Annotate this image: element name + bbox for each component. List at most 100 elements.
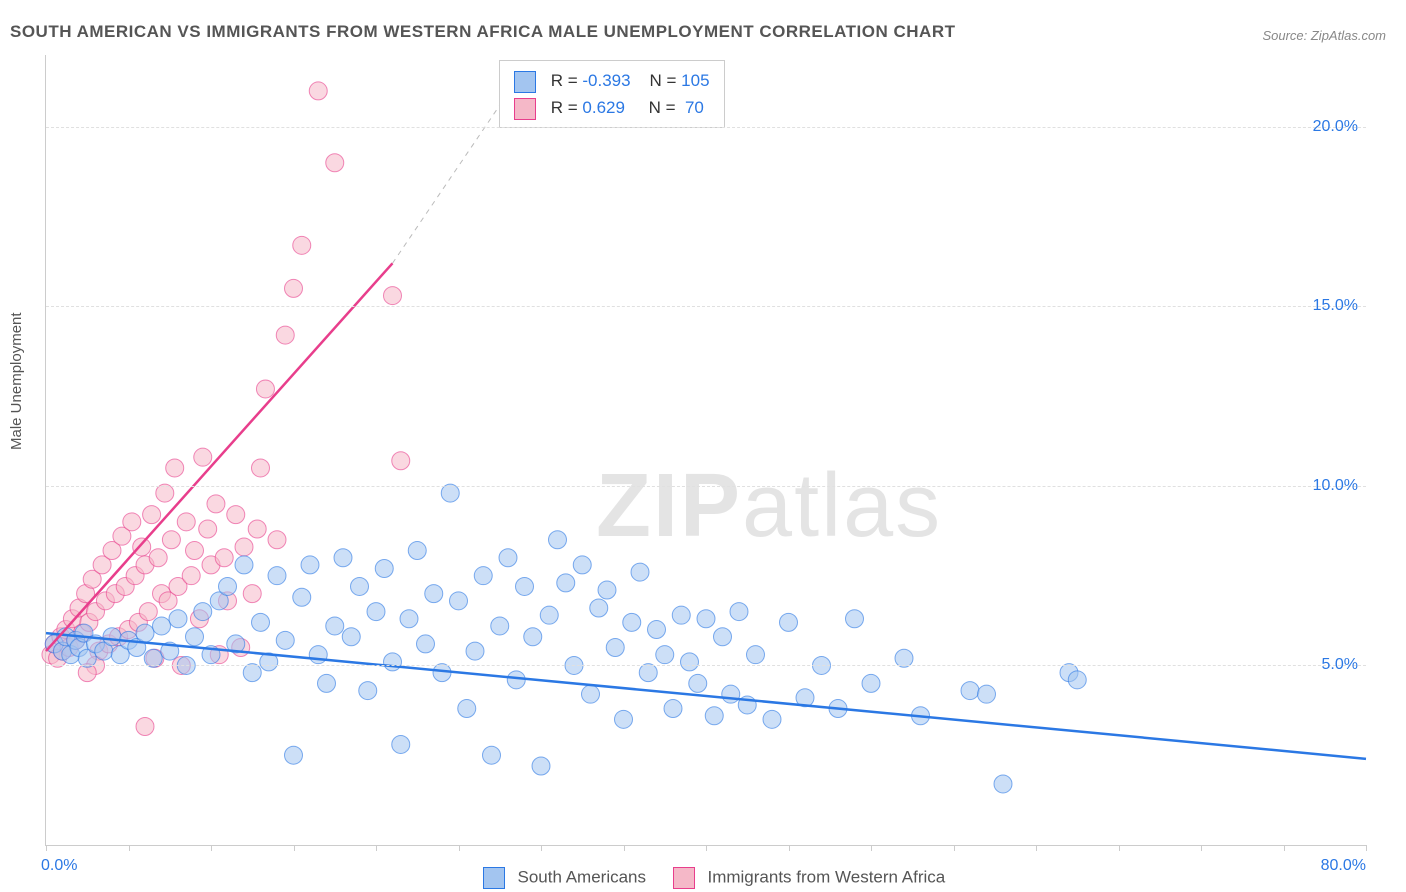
point-series-a: [103, 628, 121, 646]
point-series-b: [136, 718, 154, 736]
point-series-a: [219, 577, 237, 595]
x-tick: [129, 845, 130, 851]
point-series-a: [342, 628, 360, 646]
point-series-a: [961, 682, 979, 700]
point-series-b: [215, 549, 233, 567]
point-series-a: [862, 674, 880, 692]
point-series-a: [326, 617, 344, 635]
point-series-a: [846, 610, 864, 628]
point-series-b: [326, 154, 344, 172]
point-series-b: [139, 603, 157, 621]
trendline-a: [46, 633, 1366, 759]
point-series-b: [384, 287, 402, 305]
point-series-a: [285, 746, 303, 764]
point-series-b: [166, 459, 184, 477]
point-series-a: [557, 574, 575, 592]
gridline-h: [46, 486, 1366, 487]
point-series-a: [194, 603, 212, 621]
point-series-b: [227, 506, 245, 524]
point-series-a: [367, 603, 385, 621]
legend-label-b: Immigrants from Western Africa: [707, 867, 945, 886]
point-series-a: [136, 624, 154, 642]
point-series-a: [1068, 671, 1086, 689]
x-tick: [871, 845, 872, 851]
point-series-a: [186, 628, 204, 646]
gridline-h: [46, 127, 1366, 128]
point-series-a: [672, 606, 690, 624]
y-tick-label: 5.0%: [1322, 656, 1358, 674]
point-series-a: [408, 542, 426, 560]
point-series-b: [143, 506, 161, 524]
point-series-a: [491, 617, 509, 635]
point-series-a: [994, 775, 1012, 793]
point-series-a: [549, 531, 567, 549]
point-series-a: [648, 621, 666, 639]
y-tick-label: 15.0%: [1313, 297, 1358, 315]
point-series-b: [123, 513, 141, 531]
point-series-a: [450, 592, 468, 610]
stats-box: R = -0.393 N = 105 R = 0.629 N = 70: [499, 60, 725, 128]
point-series-a: [268, 567, 286, 585]
point-series-b: [248, 520, 266, 538]
scatter-svg: [46, 55, 1366, 845]
point-series-b: [285, 279, 303, 297]
x-tick: [789, 845, 790, 851]
point-series-b: [256, 380, 274, 398]
point-series-a: [524, 628, 542, 646]
point-series-a: [384, 653, 402, 671]
point-series-a: [293, 588, 311, 606]
leader-line: [393, 105, 500, 263]
point-series-a: [689, 674, 707, 692]
stats-row-a: R = -0.393 N = 105: [514, 67, 710, 94]
point-series-a: [722, 685, 740, 703]
x-tick: [1284, 845, 1285, 851]
point-series-a: [359, 682, 377, 700]
x-tick: [1036, 845, 1037, 851]
point-series-a: [351, 577, 369, 595]
x-tick: [46, 845, 47, 851]
x-tick: [541, 845, 542, 851]
point-series-b: [392, 452, 410, 470]
stat-r-a: -0.393: [582, 71, 630, 90]
point-series-b: [177, 513, 195, 531]
x-tick: [294, 845, 295, 851]
stat-r-label-2: R: [551, 98, 563, 117]
point-series-a: [400, 610, 418, 628]
point-series-a: [392, 735, 410, 753]
bottom-legend: South Americans Immigrants from Western …: [0, 867, 1406, 889]
x-tick: [376, 845, 377, 851]
x-tick: [624, 845, 625, 851]
point-series-a: [252, 613, 270, 631]
point-series-a: [375, 560, 393, 578]
point-series-b: [276, 326, 294, 344]
x-tick: [211, 845, 212, 851]
point-series-b: [207, 495, 225, 513]
stat-n-a: 105: [681, 71, 709, 90]
point-series-b: [199, 520, 217, 538]
x-tick: [706, 845, 707, 851]
x-tick: [459, 845, 460, 851]
point-series-a: [763, 710, 781, 728]
point-series-a: [582, 685, 600, 703]
point-series-a: [598, 581, 616, 599]
point-series-a: [318, 674, 336, 692]
stat-n-label: N: [650, 71, 662, 90]
stat-n-label-2: N: [649, 98, 661, 117]
point-series-a: [664, 700, 682, 718]
stat-r-b: 0.629: [582, 98, 625, 117]
point-series-a: [417, 635, 435, 653]
x-tick: [1366, 845, 1367, 851]
point-series-a: [334, 549, 352, 567]
point-series-b: [235, 538, 253, 556]
y-tick-label: 10.0%: [1313, 477, 1358, 495]
point-series-a: [301, 556, 319, 574]
legend-label-a: South Americans: [518, 867, 647, 886]
point-series-a: [730, 603, 748, 621]
point-series-a: [573, 556, 591, 574]
point-series-b: [293, 236, 311, 254]
point-series-a: [631, 563, 649, 581]
point-series-a: [697, 610, 715, 628]
point-series-a: [705, 707, 723, 725]
point-series-b: [162, 531, 180, 549]
stat-r-label: R: [551, 71, 563, 90]
